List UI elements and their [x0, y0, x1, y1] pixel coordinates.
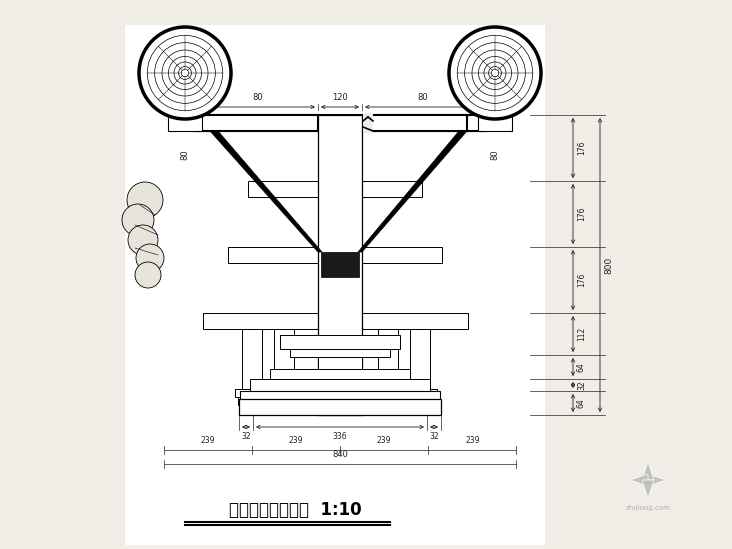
Bar [406, 397, 434, 405]
Circle shape [484, 62, 506, 84]
Text: 80: 80 [417, 93, 427, 102]
Bar [248, 181, 318, 197]
Text: 176: 176 [577, 273, 586, 287]
Bar [228, 247, 318, 263]
Circle shape [168, 57, 201, 89]
Text: 176: 176 [577, 207, 586, 221]
Bar [173, 115, 197, 121]
Bar [235, 389, 269, 397]
Bar [267, 389, 301, 397]
Circle shape [162, 50, 208, 96]
Polygon shape [210, 131, 322, 252]
Polygon shape [642, 480, 654, 498]
Circle shape [479, 57, 512, 89]
Circle shape [472, 50, 518, 96]
Bar [378, 329, 398, 389]
Bar [282, 383, 398, 391]
Bar [290, 349, 390, 357]
Bar [403, 389, 437, 397]
Bar [280, 335, 400, 349]
Text: 120: 120 [332, 93, 348, 102]
Text: 176: 176 [577, 141, 586, 155]
Bar [197, 115, 318, 131]
Text: 800: 800 [604, 256, 613, 273]
Text: 64: 64 [577, 398, 586, 408]
Polygon shape [630, 474, 648, 486]
Text: 80: 80 [490, 150, 499, 160]
Bar [168, 115, 202, 131]
Text: 80: 80 [181, 150, 190, 160]
Polygon shape [358, 131, 467, 252]
Text: 239: 239 [377, 436, 392, 445]
Bar [238, 397, 266, 405]
Bar [270, 397, 298, 405]
Bar [239, 399, 441, 415]
Circle shape [491, 69, 498, 77]
Text: 80: 80 [253, 93, 263, 102]
Bar [265, 393, 415, 401]
Bar [483, 115, 507, 121]
Circle shape [488, 66, 501, 80]
Text: 239: 239 [201, 436, 215, 445]
Bar [240, 391, 440, 403]
Bar [410, 329, 430, 389]
Bar [362, 313, 468, 329]
Circle shape [179, 66, 192, 80]
Text: 64: 64 [577, 362, 586, 372]
Circle shape [139, 27, 231, 119]
Bar [478, 115, 512, 131]
Bar [374, 397, 402, 405]
Bar [197, 115, 210, 131]
Text: 239: 239 [465, 436, 479, 445]
Text: 32: 32 [577, 380, 586, 390]
Bar [318, 357, 362, 369]
Bar [250, 379, 430, 393]
Circle shape [128, 225, 158, 255]
Circle shape [465, 43, 526, 103]
Bar [321, 252, 359, 277]
Text: 32: 32 [429, 432, 438, 441]
Bar [371, 389, 405, 397]
Bar [125, 25, 545, 545]
Circle shape [154, 43, 215, 103]
Text: 五踩斗拱侧立面图  1:10: 五踩斗拱侧立面图 1:10 [228, 501, 362, 519]
Bar [210, 115, 467, 131]
Circle shape [122, 204, 154, 236]
Bar [362, 247, 442, 263]
Circle shape [136, 244, 164, 272]
Bar [318, 115, 362, 415]
Text: 239: 239 [288, 436, 303, 445]
Circle shape [182, 69, 189, 77]
Circle shape [127, 182, 163, 218]
Text: 840: 840 [332, 450, 348, 459]
Bar [363, 114, 373, 132]
Bar [318, 401, 362, 411]
Polygon shape [648, 474, 666, 486]
Circle shape [147, 35, 223, 111]
Bar [270, 369, 410, 383]
Circle shape [174, 62, 196, 84]
Bar [242, 329, 262, 389]
Text: 336: 336 [332, 432, 347, 441]
Text: 32: 32 [241, 432, 251, 441]
Polygon shape [642, 462, 654, 480]
Circle shape [135, 262, 161, 288]
Circle shape [458, 35, 533, 111]
Bar [318, 391, 362, 407]
Text: zhulong.com: zhulong.com [626, 505, 671, 511]
Bar [467, 115, 483, 131]
Circle shape [449, 27, 541, 119]
Bar [362, 115, 483, 131]
Text: 112: 112 [577, 327, 586, 341]
Bar [274, 329, 294, 389]
Bar [362, 181, 422, 197]
Bar [203, 313, 318, 329]
